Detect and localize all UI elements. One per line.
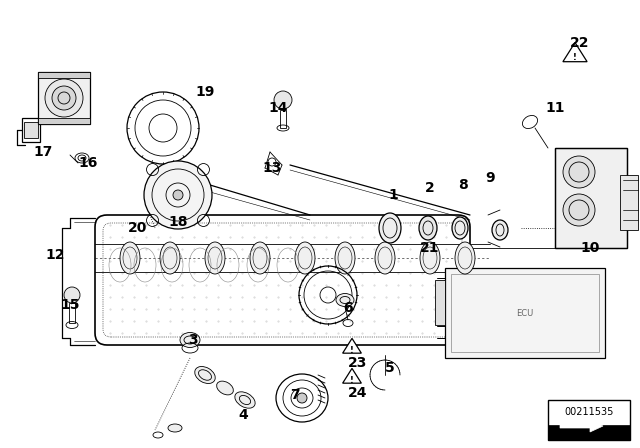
Text: ECU: ECU [516, 309, 534, 318]
Text: 24: 24 [348, 386, 368, 400]
Bar [548, 425, 630, 440]
Text: 9: 9 [485, 171, 495, 185]
Bar [435, 280, 445, 325]
Bar [451, 274, 599, 352]
Bar [38, 72, 90, 78]
Text: 14: 14 [268, 101, 288, 115]
Circle shape [274, 91, 292, 109]
Text: 7: 7 [290, 388, 300, 402]
Ellipse shape [168, 424, 182, 432]
Text: 22: 22 [570, 36, 589, 50]
Bar [555, 148, 627, 248]
Ellipse shape [217, 381, 234, 395]
Ellipse shape [419, 216, 437, 240]
Ellipse shape [52, 86, 76, 110]
Text: 3: 3 [188, 333, 198, 347]
Bar [69, 303, 75, 323]
Ellipse shape [492, 220, 508, 240]
Text: !: ! [350, 375, 354, 384]
Ellipse shape [205, 242, 225, 274]
Ellipse shape [452, 217, 468, 239]
Ellipse shape [420, 242, 440, 274]
Ellipse shape [336, 293, 354, 306]
Bar [620, 175, 638, 230]
Bar [38, 72, 90, 124]
Polygon shape [342, 368, 362, 383]
Text: !: ! [573, 52, 577, 61]
Text: 6: 6 [343, 301, 353, 315]
Polygon shape [560, 420, 603, 432]
Ellipse shape [455, 242, 475, 274]
Ellipse shape [375, 242, 395, 274]
Text: 18: 18 [168, 215, 188, 229]
Text: !: ! [350, 345, 354, 354]
Text: 20: 20 [128, 221, 148, 235]
Circle shape [64, 287, 80, 303]
Polygon shape [563, 43, 587, 62]
Bar [555, 148, 627, 248]
Text: 17: 17 [33, 145, 52, 159]
Text: 15: 15 [60, 298, 80, 312]
Ellipse shape [379, 213, 401, 243]
Text: 2: 2 [425, 181, 435, 195]
Ellipse shape [180, 332, 200, 348]
Ellipse shape [295, 242, 315, 274]
Ellipse shape [335, 242, 355, 274]
Text: 10: 10 [580, 241, 600, 255]
Bar [445, 268, 605, 358]
Ellipse shape [195, 366, 215, 383]
Bar [24, 122, 38, 138]
Ellipse shape [120, 242, 140, 274]
Text: 21: 21 [420, 241, 440, 255]
Bar [22, 118, 40, 142]
Bar [38, 118, 90, 124]
Ellipse shape [45, 79, 83, 117]
Bar [280, 110, 286, 128]
Text: 23: 23 [348, 356, 368, 370]
Circle shape [563, 156, 595, 188]
Text: 12: 12 [45, 248, 65, 262]
Text: 4: 4 [238, 408, 248, 422]
Bar [548, 400, 630, 440]
Polygon shape [342, 338, 362, 353]
Text: 13: 13 [262, 161, 282, 175]
Text: 11: 11 [545, 101, 564, 115]
Ellipse shape [173, 190, 183, 200]
Text: 16: 16 [78, 156, 98, 170]
Ellipse shape [235, 392, 255, 408]
Circle shape [563, 194, 595, 226]
Text: 5: 5 [385, 361, 395, 375]
Ellipse shape [250, 242, 270, 274]
Text: 00211535: 00211535 [564, 407, 614, 417]
Text: 19: 19 [195, 85, 214, 99]
Ellipse shape [144, 161, 212, 229]
Ellipse shape [297, 393, 307, 403]
Circle shape [268, 158, 276, 166]
Text: 8: 8 [458, 178, 468, 192]
Text: 1: 1 [388, 188, 398, 202]
Ellipse shape [160, 242, 180, 274]
